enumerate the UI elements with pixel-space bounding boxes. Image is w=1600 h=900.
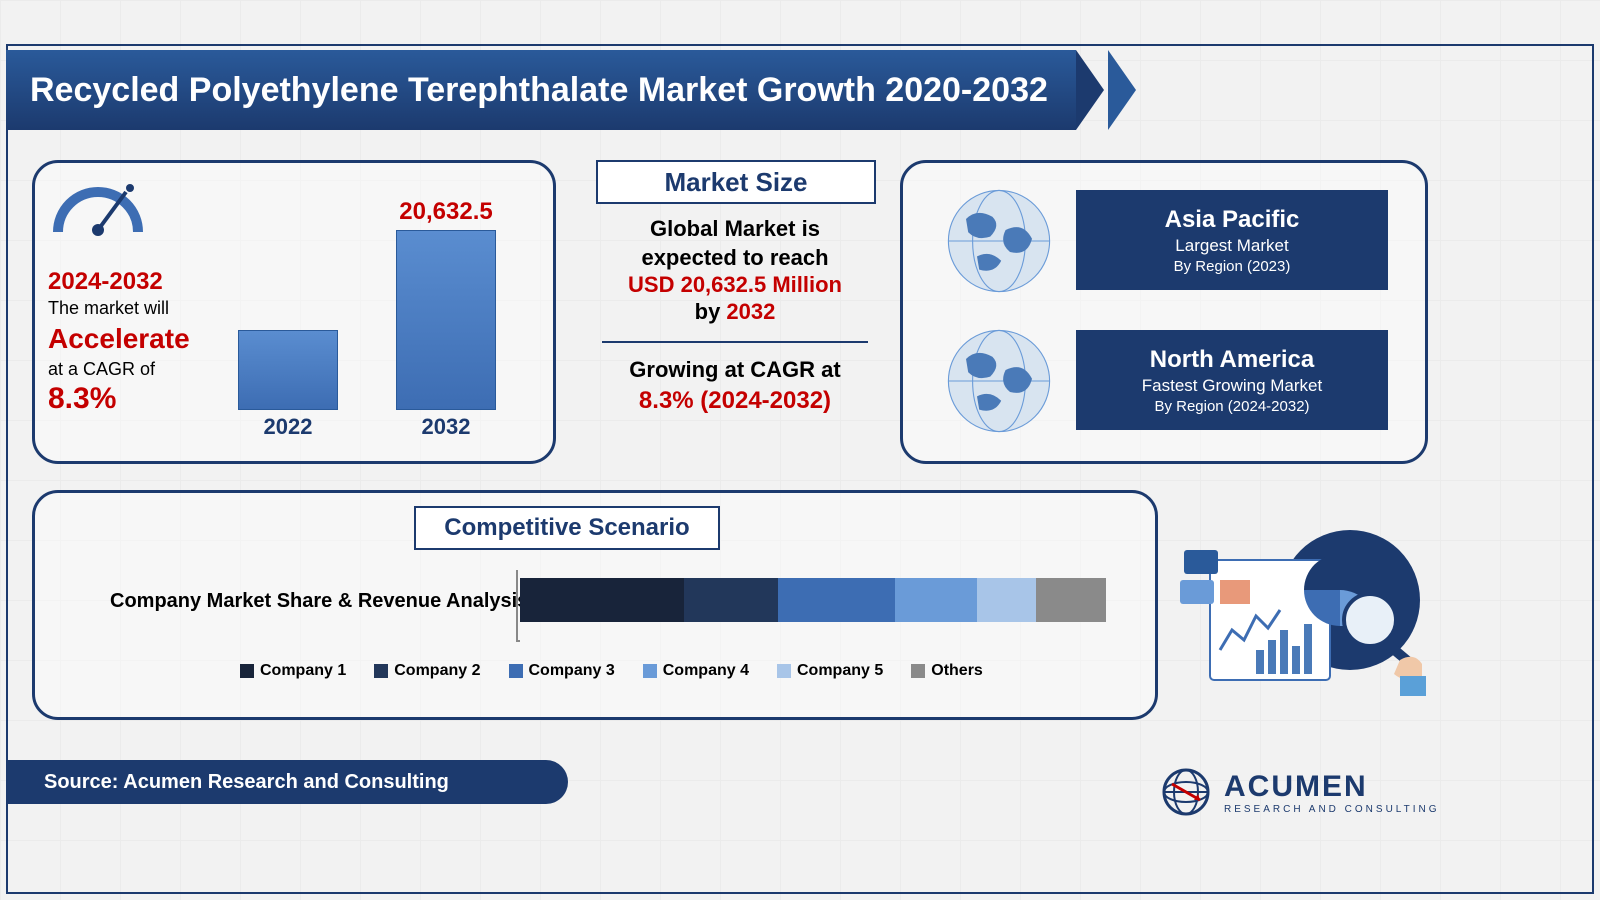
stacked-segment [684, 578, 778, 622]
title-chevron-2 [1108, 50, 1136, 130]
stacked-segment [1036, 578, 1106, 622]
accelerate-cagr: 8.3% [48, 382, 248, 416]
legend-swatch [374, 664, 388, 678]
legend-swatch [911, 664, 925, 678]
chart-bar-label: 2032 [396, 414, 496, 440]
ms-by-year: 2032 [726, 299, 775, 324]
region-card-1: Asia Pacific Largest Market By Region (2… [1076, 190, 1388, 290]
accelerate-word: Accelerate [48, 323, 248, 355]
legend-swatch [509, 664, 523, 678]
market-size-title: Market Size [664, 167, 807, 198]
legend-label: Company 1 [260, 662, 346, 680]
legend-swatch [240, 664, 254, 678]
region-2-name: North America [1150, 346, 1314, 374]
page-title: Recycled Polyethylene Terephthalate Mark… [30, 71, 1048, 110]
chart-bar [238, 330, 338, 410]
legend-swatch [777, 664, 791, 678]
logo-sub: RESEARCH AND CONSULTING [1224, 804, 1440, 815]
logo-globe-icon [1160, 766, 1212, 818]
accelerate-line2: at a CAGR of [48, 359, 248, 380]
brand-logo: ACUMEN RESEARCH AND CONSULTING [1160, 760, 1440, 824]
ms-line-b: expected to reach [590, 244, 880, 273]
legend-label: Others [931, 662, 983, 680]
chart-bar [396, 230, 496, 410]
chart-bar-value: 20,632.5 [381, 198, 511, 226]
analytics-icon [1170, 520, 1430, 710]
globe-icon-2 [944, 326, 1054, 436]
globe-icon-1 [944, 186, 1054, 296]
ms-divider [602, 341, 868, 343]
region-card-2: North America Fastest Growing Market By … [1076, 330, 1388, 430]
stacked-segment [977, 578, 1036, 622]
stacked-segment [778, 578, 895, 622]
source-pill: Source: Acumen Research and Consulting [8, 760, 568, 804]
ms-grow-value: 8.3% (2024-2032) [590, 387, 880, 415]
region-1-name: Asia Pacific [1165, 206, 1300, 234]
competitive-legend: Company 1 Company 2 Company 3 Company 4 Comp… [240, 662, 983, 680]
competitive-title: Competitive Scenario [444, 514, 689, 542]
title-chevron-1 [1076, 50, 1104, 130]
chart-bar-label: 2022 [238, 414, 338, 440]
legend-item: Company 5 [777, 662, 883, 680]
region-2-sub2: By Region (2024-2032) [1154, 398, 1309, 415]
ms-by-line: by 2032 [590, 298, 880, 327]
legend-label: Company 4 [663, 662, 749, 680]
legend-item: Company 3 [509, 662, 615, 680]
competitive-label: Company Market Share & Revenue Analysis [110, 590, 528, 613]
legend-item: Company 1 [240, 662, 346, 680]
legend-item: Others [911, 662, 983, 680]
region-2-sub1: Fastest Growing Market [1142, 376, 1322, 396]
title-banner: Recycled Polyethylene Terephthalate Mark… [6, 50, 1076, 130]
region-1-sub2: By Region (2023) [1174, 258, 1291, 275]
ms-grow-label: Growing at CAGR at [590, 357, 880, 383]
legend-label: Company 5 [797, 662, 883, 680]
legend-item: Company 4 [643, 662, 749, 680]
accelerate-line1: The market will [48, 298, 248, 319]
accelerate-period: 2024-2032 [48, 268, 248, 296]
growth-chart: 2022 20,632.5 2032 [220, 190, 540, 450]
accelerate-block: 2024-2032 The market will Accelerate at … [48, 268, 248, 416]
ms-line-a: Global Market is [590, 215, 880, 244]
stacked-segment [520, 578, 684, 622]
legend-label: Company 2 [394, 662, 480, 680]
ms-highlight: USD 20,632.5 Million [590, 272, 880, 298]
ms-by-pre: by [695, 299, 727, 324]
logo-main: ACUMEN [1224, 770, 1440, 804]
region-1-sub1: Largest Market [1175, 236, 1288, 256]
competitive-box: Competitive Scenario [414, 506, 720, 550]
legend-swatch [643, 664, 657, 678]
market-size-text: Global Market is expected to reach USD 2… [590, 215, 880, 415]
speedometer-icon [48, 172, 148, 242]
market-size-box: Market Size [596, 160, 876, 204]
legend-label: Company 3 [529, 662, 615, 680]
stacked-segment [895, 578, 977, 622]
legend-item: Company 2 [374, 662, 480, 680]
stacked-bar-chart [520, 578, 1106, 622]
logo-text: ACUMEN RESEARCH AND CONSULTING [1224, 770, 1440, 815]
source-text: Source: Acumen Research and Consulting [44, 771, 449, 794]
